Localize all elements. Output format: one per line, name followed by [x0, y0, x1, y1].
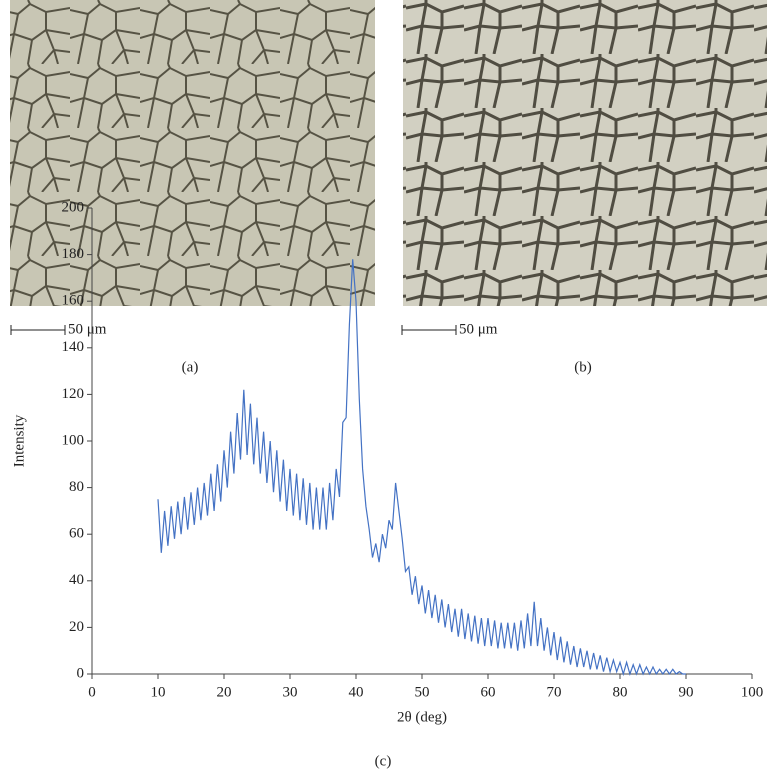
panel-label: (a)	[182, 359, 199, 375]
y-tick-label: 160	[62, 293, 85, 309]
y-tick-label: 180	[62, 246, 85, 262]
x-tick-label: 20	[217, 684, 232, 700]
y-tick-label: 140	[62, 339, 85, 355]
x-tick-label: 90	[679, 684, 694, 700]
x-tick-label: 60	[481, 684, 496, 700]
x-tick-label: 0	[88, 684, 96, 700]
x-tick-label: 40	[349, 684, 364, 700]
micrograph-b	[403, 0, 767, 306]
micrograph-a	[10, 0, 375, 306]
y-tick-label: 80	[69, 479, 84, 495]
y-tick-label: 60	[69, 526, 84, 542]
y-tick-label: 100	[62, 432, 85, 448]
x-tick-label: 70	[547, 684, 562, 700]
x-axis-label: 2θ (deg)	[397, 709, 447, 725]
panel-label: (b)	[574, 359, 592, 375]
data-line	[157, 259, 686, 677]
scale-bar-b	[401, 325, 457, 335]
y-axis-label: Intensity	[11, 414, 27, 467]
x-tick-label: 30	[283, 684, 298, 700]
scale-bar-a	[10, 325, 66, 335]
scale-label: 50 μm	[459, 321, 498, 337]
x-tick-label: 10	[151, 684, 166, 700]
scale-label: 50 μm	[68, 321, 107, 337]
x-tick-label: 50	[415, 684, 430, 700]
x-tick-label: 80	[613, 684, 628, 700]
y-tick-label: 40	[69, 572, 84, 588]
y-tick-label: 120	[62, 386, 85, 402]
y-tick-label: 20	[69, 619, 84, 635]
panel-label: (c)	[375, 753, 392, 769]
y-tick-label: 0	[77, 665, 85, 681]
x-tick-label: 100	[741, 684, 764, 700]
y-tick-label: 200	[62, 199, 85, 215]
